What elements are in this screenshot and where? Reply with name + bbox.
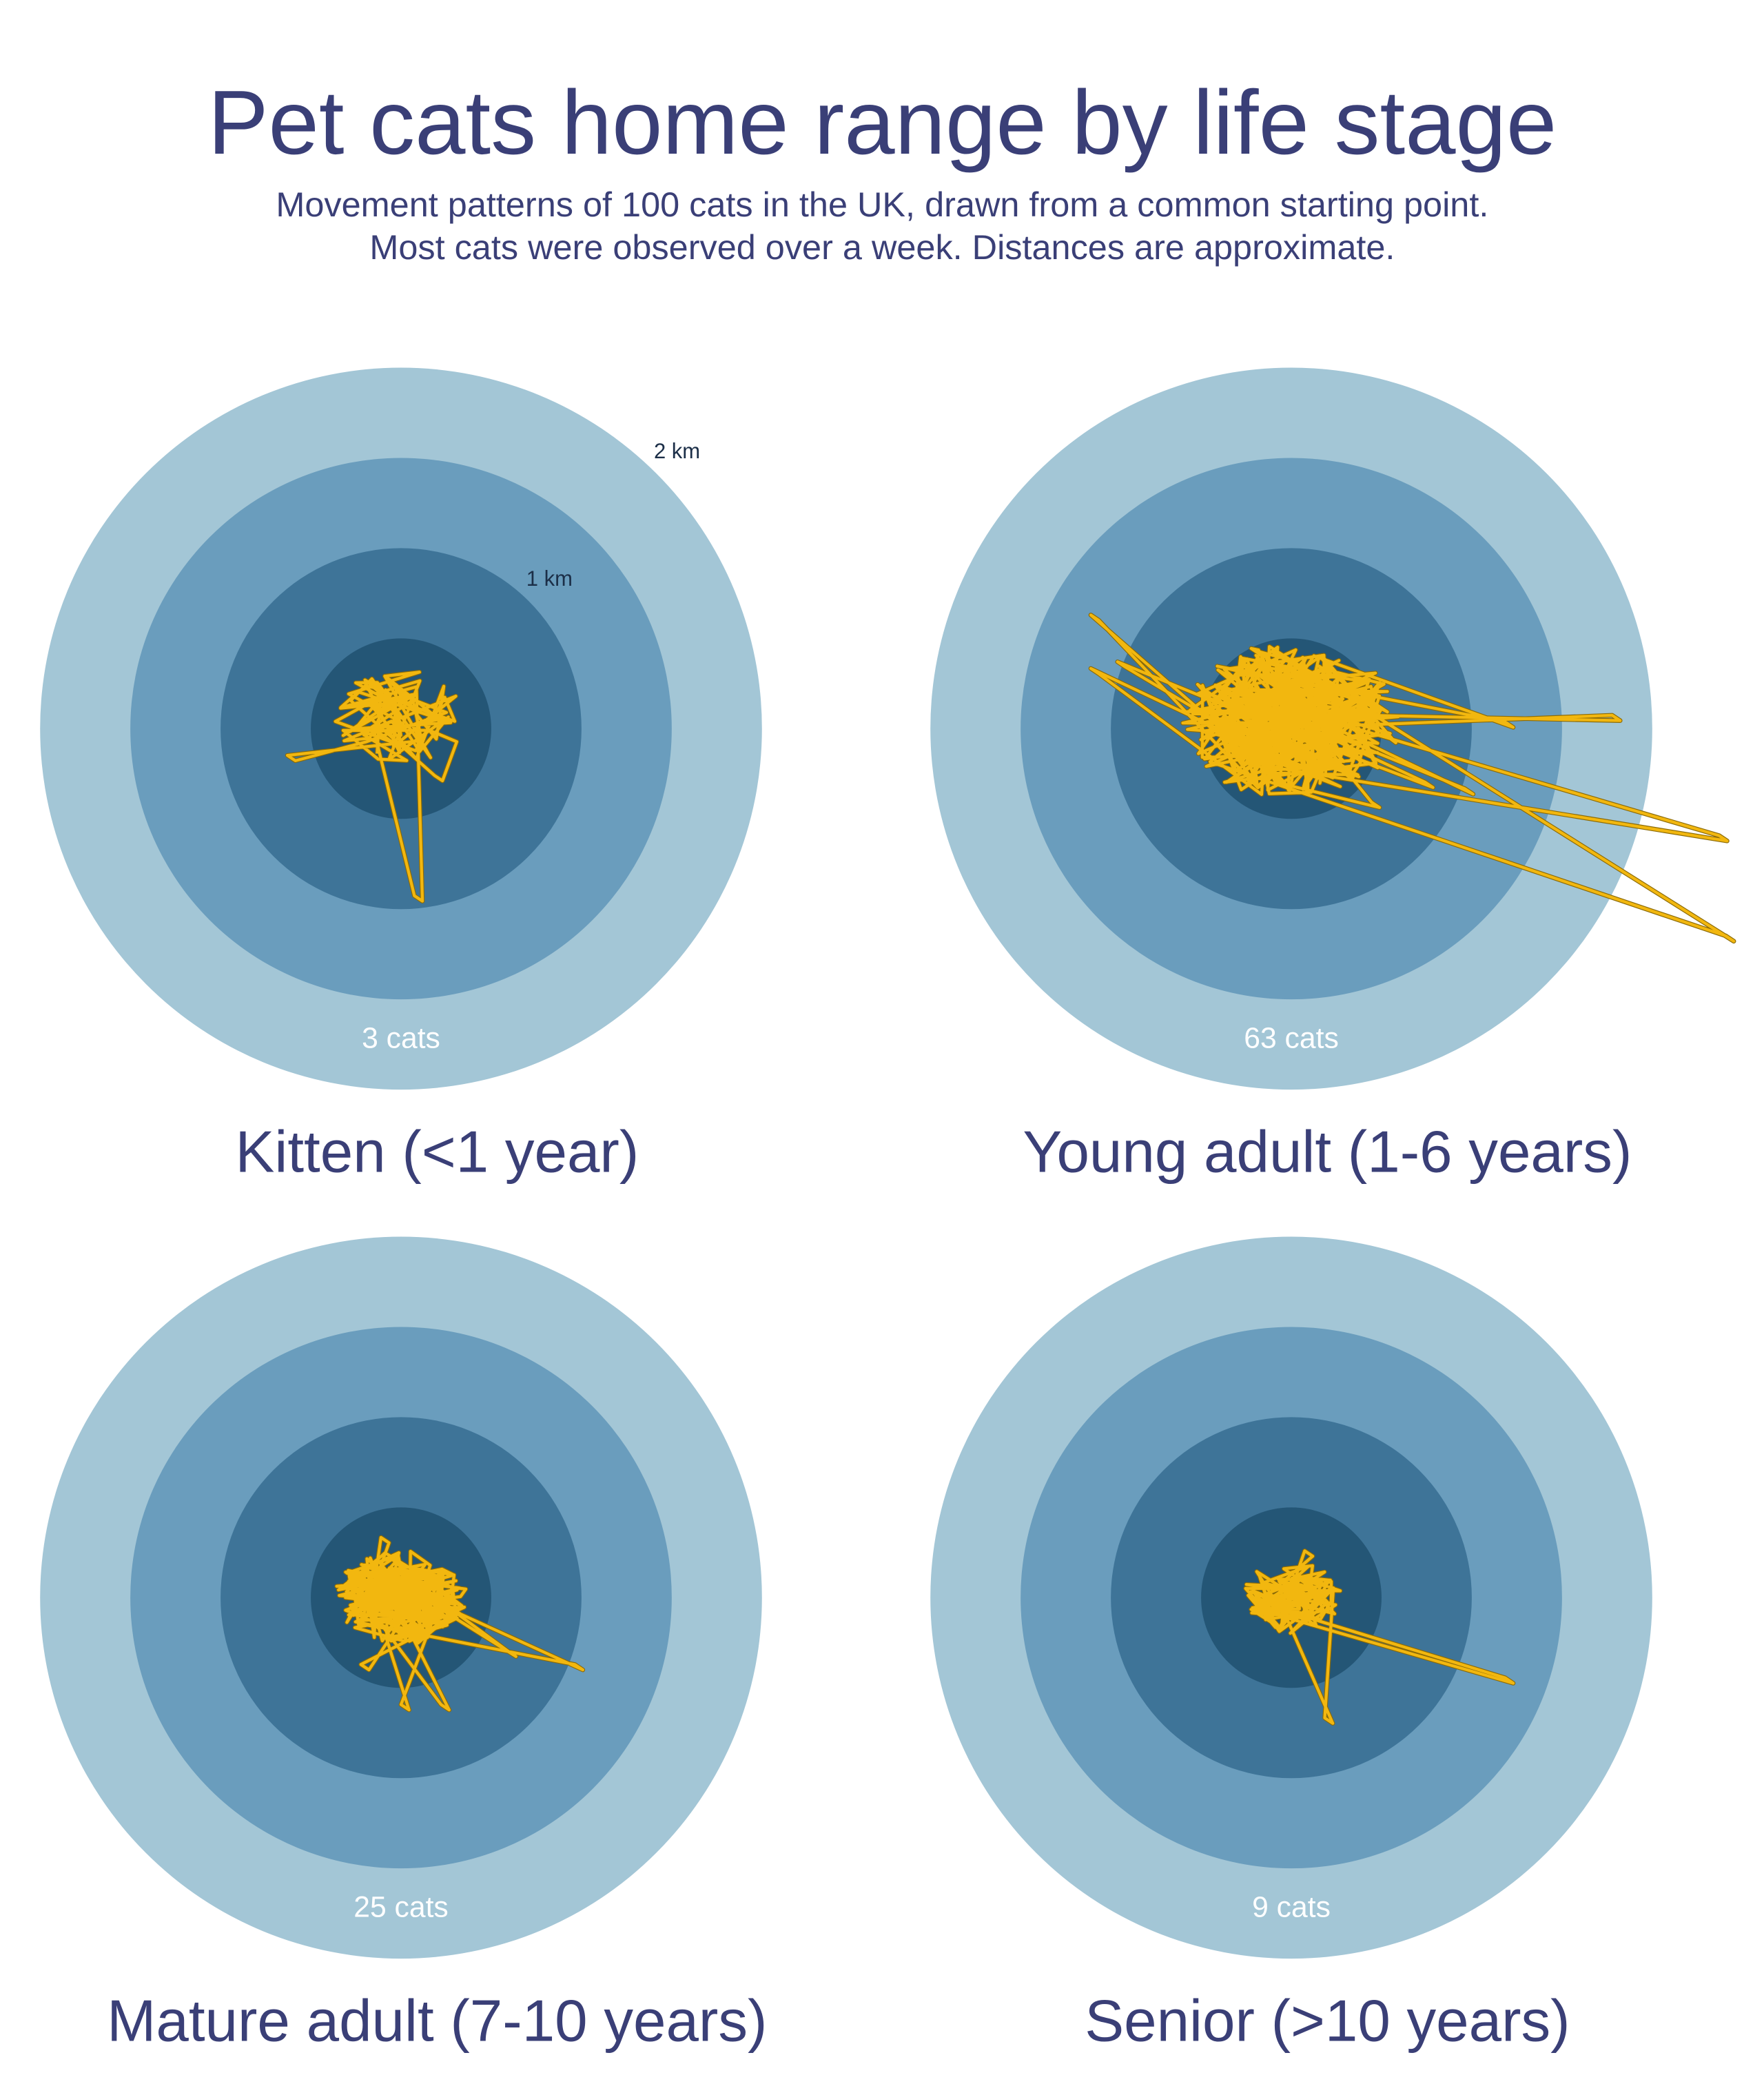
cat-track [1089, 613, 1736, 943]
panel-title: Kitten (<1 year) [235, 1120, 639, 1185]
panel-title: Mature adult (7-10 years) [107, 1989, 767, 2054]
cat-track [285, 671, 459, 903]
panel-title: Young adult (1-6 years) [1023, 1120, 1632, 1185]
cat-track [1244, 1549, 1515, 1725]
cat-count: 9 cats [1252, 1891, 1331, 1924]
panel: 25 cats Mature adult (7-10 years) [40, 1236, 767, 2054]
cat-track [335, 1535, 584, 1712]
title: Pet cats home range by life stage [208, 72, 1557, 173]
cat-count: 3 cats [362, 1022, 440, 1055]
subtitle: Movement patterns of 100 cats in the UK,… [276, 185, 1488, 224]
ring-label: 2 km [654, 439, 700, 463]
panel: 63 cats Young adult (1-6 years) [930, 367, 1736, 1185]
cat-count: 25 cats [353, 1891, 449, 1924]
panel: 1 km 2 km 3 cats Kitten (<1 year) [40, 367, 762, 1185]
ring-label: 1 km [526, 566, 573, 591]
subtitle: Most cats were observed over a week. Dis… [369, 227, 1395, 267]
panel-title: Senior (>10 years) [1085, 1989, 1570, 2054]
panel: 9 cats Senior (>10 years) [930, 1236, 1652, 2054]
cat-count: 63 cats [1244, 1022, 1339, 1055]
